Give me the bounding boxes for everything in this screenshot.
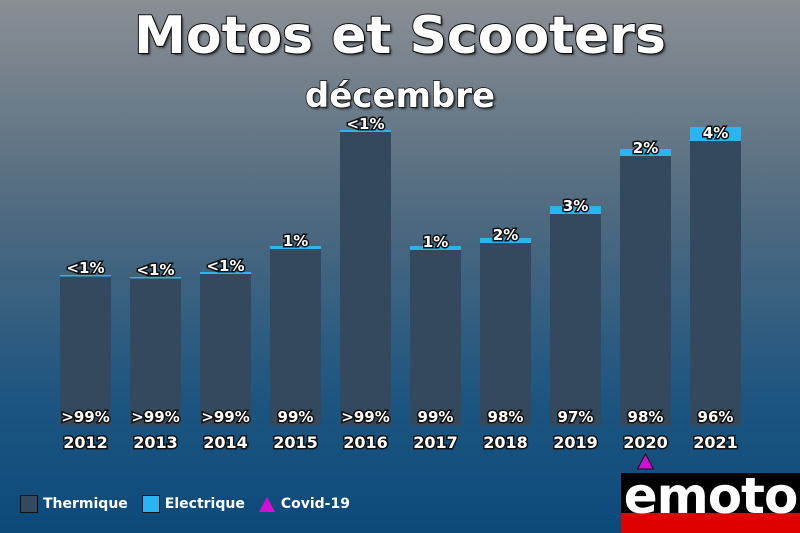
legend-swatch-thermique xyxy=(20,495,38,513)
bar-thermique-2020 xyxy=(620,156,671,426)
bar-thermique-2014 xyxy=(200,274,251,426)
x-tick-label-2013: 2013 xyxy=(133,433,178,452)
bar-electrique-2014 xyxy=(200,272,251,274)
data-label-electrique-2021: 4% xyxy=(703,124,728,142)
data-label-thermique-2019: 97% xyxy=(558,408,594,426)
x-tick-label-2012: 2012 xyxy=(63,433,108,452)
data-label-electrique-2012: <1% xyxy=(66,259,104,277)
bar-electrique-2020 xyxy=(620,149,671,156)
covid-marker-2020 xyxy=(636,452,655,470)
chart-subtitle: décembre xyxy=(304,75,496,117)
data-label-thermique-2016: >99% xyxy=(341,408,389,426)
data-label-thermique-2020: 98% xyxy=(628,408,664,426)
logo-red-band xyxy=(621,513,800,533)
data-label-electrique-2019: 3% xyxy=(563,197,588,215)
bar-electrique-2016 xyxy=(340,130,391,132)
bar-electrique-2013 xyxy=(130,277,181,279)
bar-thermique-2015 xyxy=(270,249,321,426)
x-tick-label-2018: 2018 xyxy=(483,433,528,452)
legend-label-thermique: Thermique xyxy=(43,496,128,512)
data-label-thermique-2021: 96% xyxy=(698,408,734,426)
x-tick-label-2016: 2016 xyxy=(343,433,388,452)
bar-electrique-2012 xyxy=(60,275,111,277)
bar-thermique-2013 xyxy=(130,278,181,426)
data-label-electrique-2014: <1% xyxy=(206,257,244,275)
x-tick-label-2020: 2020 xyxy=(623,433,668,452)
data-label-thermique-2014: >99% xyxy=(201,408,249,426)
data-label-electrique-2016: <1% xyxy=(346,115,384,133)
legend-item-covid: Covid-19 xyxy=(258,496,350,512)
covid-triangle-icon xyxy=(258,496,275,512)
x-tick-label-2014: 2014 xyxy=(203,433,248,452)
legend-label-electrique: Electrique xyxy=(164,496,245,512)
data-label-thermique-2017: 99% xyxy=(418,408,454,426)
x-tick-label-2021: 2021 xyxy=(693,433,738,452)
data-label-electrique-2015: 1% xyxy=(283,232,308,250)
x-tick-label-2015: 2015 xyxy=(273,433,318,452)
bar-electrique-2017 xyxy=(410,246,461,250)
bar-thermique-2021 xyxy=(690,141,741,426)
bar-thermique-2018 xyxy=(480,243,531,426)
x-tick-label-2019: 2019 xyxy=(553,433,598,452)
bar-thermique-2017 xyxy=(410,250,461,426)
legend-item-electrique: Electrique xyxy=(141,495,245,513)
data-label-thermique-2013: >99% xyxy=(131,408,179,426)
emoto-logo[interactable]: emoto xyxy=(621,473,800,533)
x-tick-label-2017: 2017 xyxy=(413,433,458,452)
data-label-electrique-2017: 1% xyxy=(423,233,448,251)
data-label-thermique-2018: 98% xyxy=(488,408,524,426)
chart-legend: Thermique Electrique Covid-19 xyxy=(20,495,364,513)
bar-thermique-2016 xyxy=(340,132,391,426)
legend-item-thermique: Thermique xyxy=(20,495,128,513)
bar-electrique-2021 xyxy=(690,127,741,141)
chart-title: Motos et Scooters xyxy=(133,5,667,67)
data-label-thermique-2015: 99% xyxy=(278,408,314,426)
legend-swatch-electrique xyxy=(141,495,160,513)
legend-label-covid: Covid-19 xyxy=(280,496,350,512)
bar-electrique-2018 xyxy=(480,238,531,243)
bar-thermique-2012 xyxy=(60,276,111,426)
data-label-electrique-2020: 2% xyxy=(633,139,658,157)
bar-electrique-2019 xyxy=(550,206,601,214)
logo-wordmark: emoto xyxy=(623,473,799,525)
data-label-thermique-2012: >99% xyxy=(61,408,109,426)
data-label-electrique-2013: <1% xyxy=(136,261,174,279)
bar-thermique-2019 xyxy=(550,214,601,426)
data-label-electrique-2018: 2% xyxy=(493,226,518,244)
bar-electrique-2015 xyxy=(270,246,321,249)
